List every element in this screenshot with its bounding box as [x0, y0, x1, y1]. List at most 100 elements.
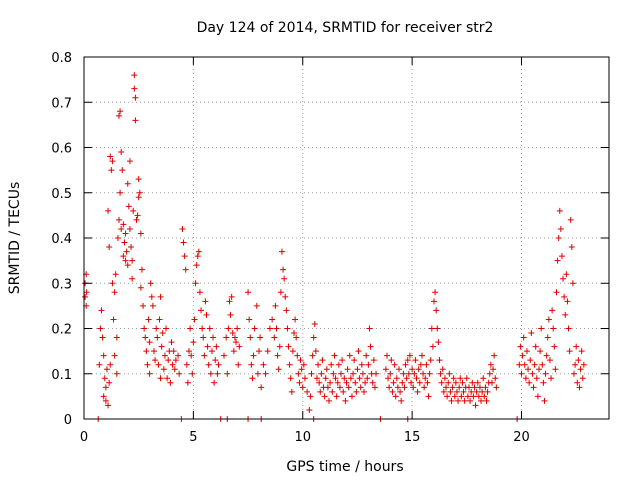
data-point — [354, 366, 361, 373]
data-point — [175, 352, 182, 359]
data-point — [151, 348, 157, 355]
data-point — [473, 388, 480, 395]
data-point — [280, 266, 287, 273]
data-point — [367, 343, 374, 350]
data-point — [572, 361, 579, 368]
data-point — [137, 284, 144, 291]
data-point — [190, 339, 197, 346]
data-point — [351, 357, 358, 364]
data-point — [479, 388, 486, 395]
data-point — [247, 334, 254, 341]
data-point — [423, 361, 430, 368]
data-point — [544, 334, 551, 341]
data-point — [551, 343, 558, 350]
data-point — [215, 361, 222, 368]
data-point — [411, 370, 418, 377]
data-point — [269, 316, 276, 323]
data-point — [164, 375, 171, 382]
data-point — [424, 379, 431, 386]
data-point — [335, 361, 342, 368]
chart-title: Day 124 of 2014, SRMTID for receiver str… — [197, 20, 494, 36]
data-point — [158, 343, 165, 350]
data-point — [129, 275, 136, 282]
data-point — [163, 325, 170, 332]
data-point — [543, 352, 550, 359]
data-point — [111, 352, 118, 359]
data-point — [326, 397, 332, 404]
data-point — [146, 370, 153, 377]
data-point — [336, 384, 343, 391]
data-point — [153, 325, 160, 332]
data-point — [428, 325, 435, 332]
data-point — [537, 348, 544, 355]
data-point — [560, 275, 567, 282]
data-point — [452, 379, 459, 386]
data-point — [443, 384, 450, 391]
data-point — [328, 361, 335, 368]
data-point — [426, 370, 433, 377]
data-point — [300, 361, 307, 368]
data-point — [203, 311, 210, 318]
data-point — [256, 348, 262, 355]
data-point — [435, 339, 442, 346]
data-point — [264, 348, 271, 355]
data-point — [371, 384, 378, 391]
data-point — [388, 357, 395, 364]
data-point — [364, 375, 371, 382]
data-point — [248, 361, 255, 368]
data-point — [106, 244, 113, 251]
data-point — [257, 334, 264, 341]
data-point — [517, 343, 524, 350]
data-point — [534, 393, 541, 400]
data-point — [457, 375, 464, 382]
data-point — [294, 352, 301, 359]
data-point — [322, 375, 329, 382]
data-point — [453, 388, 460, 395]
data-point — [518, 370, 525, 377]
data-point — [286, 361, 293, 368]
data-point — [137, 230, 144, 237]
data-point — [331, 352, 338, 359]
data-point — [82, 293, 89, 300]
data-point — [557, 225, 564, 232]
data-point — [206, 325, 213, 332]
data-point — [132, 117, 139, 124]
data-point — [136, 189, 143, 196]
y-tick-label: 0.5 — [51, 187, 72, 202]
data-point — [471, 384, 478, 391]
data-point — [130, 207, 137, 214]
data-point — [324, 384, 331, 391]
data-point — [441, 375, 448, 382]
data-point — [221, 352, 227, 359]
data-point — [436, 357, 443, 364]
data-point — [451, 393, 458, 400]
data-point — [111, 289, 118, 296]
data-point — [171, 366, 178, 373]
data-point — [455, 397, 462, 404]
data-point — [229, 330, 236, 337]
data-point — [201, 352, 208, 359]
data-point — [575, 357, 582, 364]
data-point — [556, 207, 563, 214]
data-point — [357, 384, 364, 391]
data-point — [347, 375, 354, 382]
data-point — [292, 316, 299, 323]
data-point — [389, 388, 396, 395]
data-point — [109, 280, 116, 287]
data-point — [135, 194, 142, 201]
data-point — [180, 239, 187, 246]
data-point — [287, 375, 294, 382]
y-tick-label: 0.7 — [51, 96, 72, 111]
data-point — [195, 248, 202, 255]
data-point — [392, 393, 399, 400]
data-point — [545, 316, 552, 323]
data-point — [542, 370, 549, 377]
data-point — [346, 352, 353, 359]
data-point — [301, 375, 308, 382]
data-point — [123, 248, 130, 255]
data-point — [356, 375, 363, 382]
data-point — [233, 339, 240, 346]
data-point — [293, 334, 300, 341]
y-tick-label: 0.8 — [51, 51, 72, 66]
data-point — [413, 375, 420, 382]
